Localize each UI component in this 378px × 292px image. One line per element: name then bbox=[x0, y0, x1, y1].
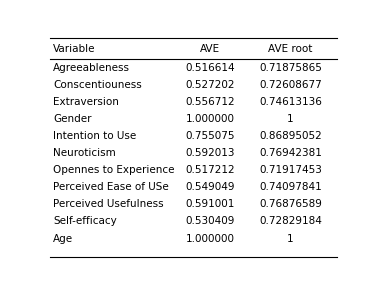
Text: AVE root: AVE root bbox=[268, 44, 313, 53]
Text: 0.71875865: 0.71875865 bbox=[259, 63, 322, 73]
Text: 1: 1 bbox=[287, 234, 294, 244]
Text: 0.556712: 0.556712 bbox=[185, 97, 235, 107]
Text: Perceived Usefulness: Perceived Usefulness bbox=[53, 199, 164, 209]
Text: 0.516614: 0.516614 bbox=[185, 63, 235, 73]
Text: 1.000000: 1.000000 bbox=[185, 234, 234, 244]
Text: 0.517212: 0.517212 bbox=[185, 165, 235, 175]
Text: Opennes to Experience: Opennes to Experience bbox=[53, 165, 175, 175]
Text: 0.76876589: 0.76876589 bbox=[259, 199, 322, 209]
Text: Extraversion: Extraversion bbox=[53, 97, 119, 107]
Text: 0.72608677: 0.72608677 bbox=[259, 80, 322, 90]
Text: 0.86895052: 0.86895052 bbox=[259, 131, 322, 141]
Text: Age: Age bbox=[53, 234, 73, 244]
Text: Variable: Variable bbox=[53, 44, 96, 53]
Text: 0.549049: 0.549049 bbox=[185, 182, 235, 192]
Text: Self-efficacy: Self-efficacy bbox=[53, 216, 117, 226]
Text: 0.592013: 0.592013 bbox=[185, 148, 235, 158]
Text: 0.74097841: 0.74097841 bbox=[259, 182, 322, 192]
Text: 1: 1 bbox=[287, 114, 294, 124]
Text: Agreeableness: Agreeableness bbox=[53, 63, 130, 73]
Text: 0.74613136: 0.74613136 bbox=[259, 97, 322, 107]
Text: 0.591001: 0.591001 bbox=[185, 199, 234, 209]
Text: 0.530409: 0.530409 bbox=[185, 216, 234, 226]
Text: 0.72829184: 0.72829184 bbox=[259, 216, 322, 226]
Text: Neuroticism: Neuroticism bbox=[53, 148, 116, 158]
Text: Intention to Use: Intention to Use bbox=[53, 131, 136, 141]
Text: Conscentiouness: Conscentiouness bbox=[53, 80, 142, 90]
Text: AVE: AVE bbox=[200, 44, 220, 53]
Text: Gender: Gender bbox=[53, 114, 91, 124]
Text: 0.755075: 0.755075 bbox=[185, 131, 235, 141]
Text: 0.76942381: 0.76942381 bbox=[259, 148, 322, 158]
Text: 0.527202: 0.527202 bbox=[185, 80, 235, 90]
Text: 0.71917453: 0.71917453 bbox=[259, 165, 322, 175]
Text: Perceived Ease of USe: Perceived Ease of USe bbox=[53, 182, 169, 192]
Text: 1.000000: 1.000000 bbox=[185, 114, 234, 124]
